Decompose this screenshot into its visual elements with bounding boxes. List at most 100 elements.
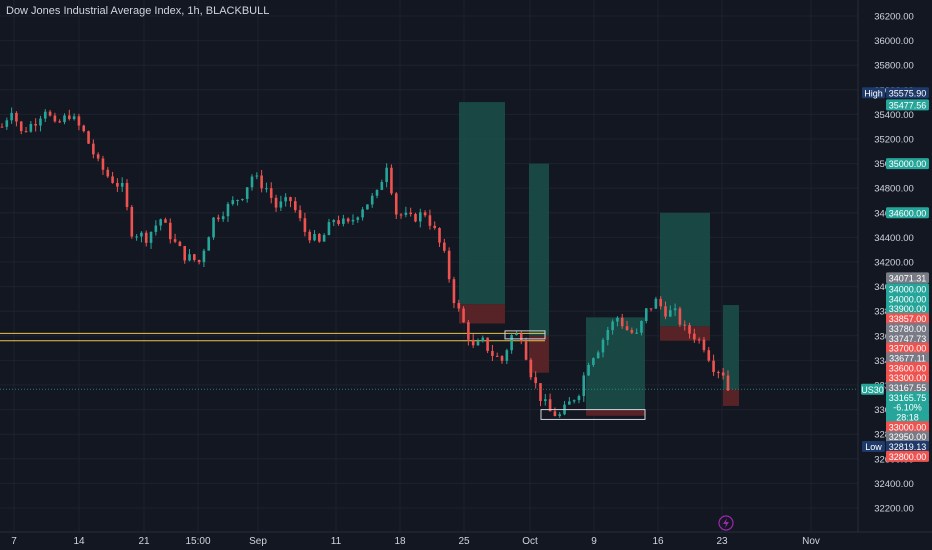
candle-body bbox=[616, 317, 619, 322]
y-tick-label: 32200.00 bbox=[874, 504, 914, 515]
price-label-text: 34000.00 bbox=[889, 285, 927, 295]
profit-zone bbox=[586, 317, 645, 410]
candle-body bbox=[558, 414, 562, 417]
candle-body bbox=[53, 115, 57, 122]
candle-body bbox=[635, 332, 638, 334]
price-label-text: 34071.31 bbox=[889, 273, 927, 283]
candle-body bbox=[332, 220, 336, 223]
price-label-badge bbox=[886, 332, 929, 344]
candle-body bbox=[428, 215, 432, 226]
extreme-tag-badge bbox=[862, 87, 885, 99]
candle-body bbox=[592, 358, 595, 365]
candle-body bbox=[337, 220, 340, 224]
x-tick-label: 7 bbox=[11, 536, 17, 547]
candle-body bbox=[217, 217, 220, 220]
price-label-text: 34000.00 bbox=[889, 294, 927, 304]
candle-body bbox=[125, 183, 129, 207]
extreme-tag-badge bbox=[862, 441, 885, 452]
candle-body bbox=[322, 235, 326, 242]
candle-body bbox=[582, 375, 586, 397]
candle-body bbox=[327, 222, 331, 236]
candle-body bbox=[226, 204, 230, 217]
x-tick-label: 18 bbox=[394, 536, 406, 547]
price-label-text: 33600.00 bbox=[889, 363, 927, 373]
candle-body bbox=[601, 339, 605, 353]
price-label-text: 33780.00 bbox=[889, 324, 927, 334]
candle-body bbox=[510, 335, 513, 351]
candle-body bbox=[140, 232, 143, 237]
candle-body bbox=[212, 217, 215, 238]
candle-body bbox=[202, 250, 206, 263]
y-tick-label: 35400.00 bbox=[874, 110, 914, 121]
y-tick-label: 34800.00 bbox=[874, 184, 914, 195]
candle-body bbox=[548, 399, 552, 412]
candle-body bbox=[87, 131, 90, 144]
x-tick-label: Oct bbox=[522, 536, 538, 547]
candle-body bbox=[572, 400, 576, 402]
price-label-badge bbox=[886, 391, 929, 403]
price-label-badge bbox=[886, 362, 929, 374]
candle-body bbox=[0, 126, 4, 128]
candle-body bbox=[221, 216, 225, 220]
y-tick-label: 32400.00 bbox=[874, 479, 914, 490]
candle-body bbox=[135, 236, 138, 238]
candle-body bbox=[43, 111, 47, 119]
candle-body bbox=[693, 333, 696, 340]
price-label-badge bbox=[886, 352, 929, 364]
x-tick-label: Sep bbox=[249, 536, 267, 547]
candle-body bbox=[293, 201, 297, 211]
candle-body bbox=[279, 201, 283, 208]
candle-body bbox=[72, 116, 76, 120]
candlesticks bbox=[0, 107, 730, 418]
candle-body bbox=[721, 372, 725, 376]
candle-body bbox=[611, 321, 614, 331]
candle-body bbox=[284, 197, 287, 202]
y-tick-label: 35800.00 bbox=[874, 61, 914, 72]
candle-body bbox=[606, 330, 610, 340]
candle-body bbox=[111, 176, 114, 183]
lightning-icon[interactable] bbox=[718, 515, 734, 531]
candle-body bbox=[404, 212, 408, 215]
price-label-text: 35000.00 bbox=[889, 159, 927, 169]
candle-body bbox=[188, 254, 191, 261]
profit-zone bbox=[529, 163, 549, 336]
candle-body bbox=[375, 189, 379, 196]
candle-body bbox=[524, 341, 528, 360]
candle-body bbox=[399, 214, 403, 216]
grid bbox=[0, 0, 858, 532]
candle-body bbox=[245, 187, 249, 199]
candle-body bbox=[433, 225, 437, 229]
candle-body bbox=[92, 143, 95, 155]
price-label-badge bbox=[886, 158, 929, 170]
candle-body bbox=[596, 352, 600, 359]
candle-body bbox=[19, 121, 23, 132]
candle-body bbox=[702, 339, 706, 351]
price-label-text: 35575.90 bbox=[889, 88, 927, 98]
price-label-badge bbox=[886, 207, 929, 219]
x-tick-label: 15:00 bbox=[185, 536, 210, 547]
candle-body bbox=[462, 308, 465, 323]
price-label-badge bbox=[886, 381, 929, 393]
horizontal-lines bbox=[0, 332, 858, 390]
price-label-badge bbox=[886, 401, 929, 413]
price-label-text: 33900.00 bbox=[889, 304, 927, 314]
candle-body bbox=[471, 339, 475, 346]
candle-body bbox=[543, 399, 547, 401]
y-tick-label: 34200.00 bbox=[874, 258, 914, 269]
y-tick-label: 36200.00 bbox=[874, 12, 914, 23]
candle-body bbox=[298, 210, 302, 219]
candle-body bbox=[34, 123, 37, 126]
candle-body bbox=[68, 115, 71, 120]
symbol-tag-text: US30 bbox=[861, 385, 884, 395]
price-label-badge bbox=[886, 431, 929, 443]
candle-body bbox=[505, 350, 509, 361]
price-label-badge bbox=[886, 342, 929, 354]
candle-body bbox=[207, 237, 211, 251]
candle-body bbox=[159, 219, 162, 226]
candle-body bbox=[380, 182, 384, 190]
profit-zone bbox=[660, 212, 710, 327]
price-label-badge bbox=[886, 322, 929, 334]
candle-body bbox=[63, 115, 66, 123]
y-tick-label: 36000.00 bbox=[874, 36, 914, 47]
